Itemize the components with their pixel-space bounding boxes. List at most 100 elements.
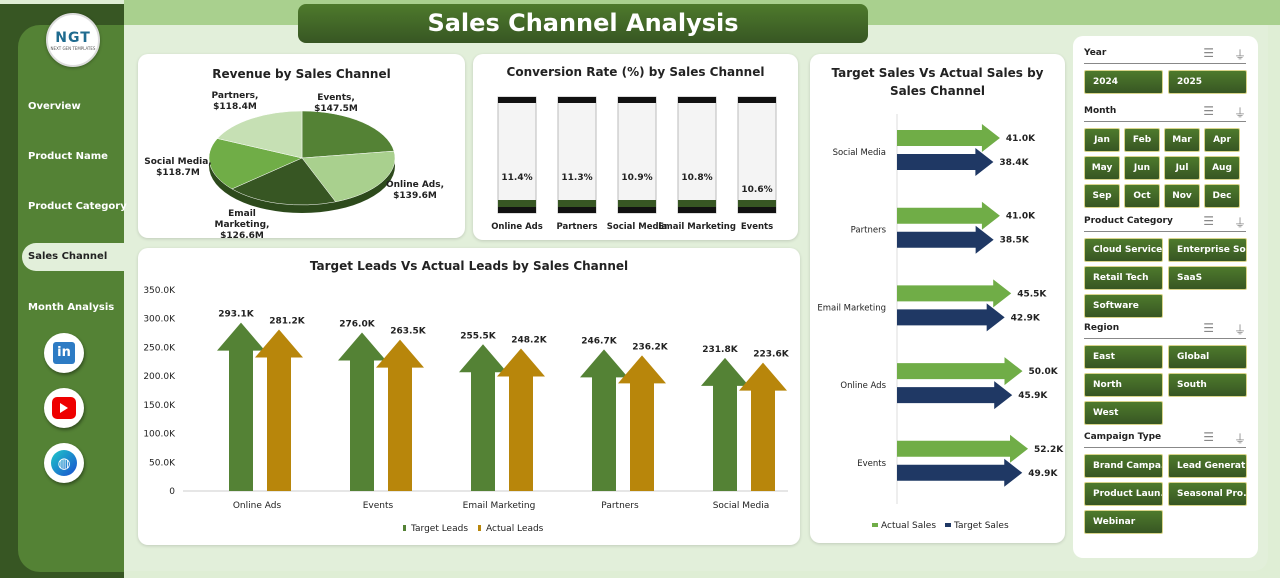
chart-title: Target Leads Vs Actual Leads by Sales Ch…: [309, 259, 629, 273]
cylinder-track: [677, 96, 717, 214]
actual-sales-arrow: [897, 201, 1000, 230]
target-sales-arrow: [897, 303, 1005, 332]
youtube-icon[interactable]: [44, 388, 84, 428]
slicer-title: Region: [1084, 323, 1120, 333]
cylinder-cap: [498, 97, 536, 103]
y-tick-label: 0: [169, 487, 175, 497]
slicer-item[interactable]: Oct: [1124, 184, 1160, 208]
slicer-item[interactable]: Product Laun...: [1084, 482, 1163, 506]
nav-overview[interactable]: Overview: [28, 101, 81, 112]
pie-data-label: Events, $147.5M: [314, 93, 358, 114]
chart-title: Conversion Rate (%) by Sales Channel: [506, 65, 765, 79]
slicer-item[interactable]: Enterprise So...: [1168, 238, 1247, 262]
y-tick-label: 300.0K: [143, 315, 176, 325]
slicer-item[interactable]: Software: [1084, 294, 1163, 318]
linkedin-icon[interactable]: in: [44, 333, 84, 373]
clear-filter-icon[interactable]: ⏚: [1233, 216, 1246, 230]
data-label: 50.0K: [1029, 367, 1059, 377]
x-tick-label: Partners: [601, 501, 639, 511]
multi-select-icon[interactable]: ☰: [1203, 46, 1214, 60]
nav-product-category[interactable]: Product Category: [28, 201, 127, 212]
legend-marker: [403, 525, 406, 531]
cylinder-track: [617, 96, 657, 214]
conversion-bar: [738, 200, 776, 207]
slicer-item[interactable]: Webinar: [1084, 510, 1163, 534]
conversion-chart: 11.4% Online Ads 11.3% Partners 10.9% Social …: [491, 96, 777, 232]
page-title: Sales Channel Analysis: [298, 4, 868, 43]
slicer-item[interactable]: South: [1168, 373, 1247, 397]
nav-month-analysis[interactable]: Month Analysis: [28, 302, 115, 313]
slicer-item[interactable]: Sep: [1084, 184, 1120, 208]
slicer-header-product-category: Product Category ☰ ⏚: [1084, 214, 1246, 232]
actual-sales-arrow: [897, 279, 1012, 308]
conversion-bar: [678, 200, 716, 207]
category-label: Online Ads: [491, 222, 543, 232]
actual-leads-arrow: [739, 362, 787, 491]
slicer-item[interactable]: Apr: [1204, 128, 1240, 152]
pie-data-label: Online Ads, $139.6M: [386, 180, 444, 201]
conversion-bar: [498, 200, 536, 207]
data-label: 45.5K: [1017, 289, 1047, 299]
slicer-item[interactable]: Brand Campa...: [1084, 454, 1163, 478]
data-label: 263.5K: [390, 327, 426, 337]
conversion-bar: [618, 200, 656, 207]
slicer-item[interactable]: Cloud Service: [1084, 238, 1163, 262]
multi-select-icon[interactable]: ☰: [1203, 104, 1214, 118]
multi-select-icon[interactable]: ☰: [1203, 430, 1214, 444]
slicer-item[interactable]: Feb: [1124, 128, 1160, 152]
clear-filter-icon[interactable]: ⏚: [1233, 106, 1246, 120]
slicer-item[interactable]: Dec: [1204, 184, 1240, 208]
clear-filter-icon[interactable]: ⏚: [1233, 48, 1246, 62]
slicer-item[interactable]: Jan: [1084, 128, 1120, 152]
target-leads-arrow: [580, 349, 628, 491]
y-tick-label: 350.0K: [143, 286, 176, 296]
slicer-item[interactable]: Jun: [1124, 156, 1160, 180]
slicer-item[interactable]: Seasonal Pro...: [1168, 482, 1247, 506]
nav-sales-channel[interactable]: Sales Channel: [22, 243, 126, 271]
legend-label: Target Sales: [953, 521, 1009, 531]
slicer-item[interactable]: 2024: [1084, 70, 1163, 94]
slicer-item[interactable]: West: [1084, 401, 1163, 425]
category-label: Partners: [556, 222, 597, 232]
multi-select-icon[interactable]: ☰: [1203, 214, 1214, 228]
cylinder-track: [737, 96, 777, 214]
slicer-item[interactable]: North: [1084, 373, 1163, 397]
slicer-item[interactable]: Nov: [1164, 184, 1200, 208]
target-sales-arrow: [897, 458, 1023, 487]
slicer-item[interactable]: Global: [1168, 345, 1247, 369]
slicer-item[interactable]: Lead Generat...: [1168, 454, 1247, 478]
slicer-item[interactable]: East: [1084, 345, 1163, 369]
globe-icon[interactable]: ◍: [44, 443, 84, 483]
actual-leads-arrow: [497, 348, 545, 491]
slicer-item[interactable]: SaaS: [1168, 266, 1247, 290]
slicer-title: Campaign Type: [1084, 432, 1162, 442]
target-sales-arrow: [897, 225, 994, 254]
slicer-item[interactable]: 2025: [1168, 70, 1247, 94]
category-label: Events: [857, 459, 886, 469]
category-label: Email Marketing: [658, 222, 736, 232]
nav-product-name[interactable]: Product Name: [28, 151, 108, 162]
conversion-value: 10.8%: [681, 173, 712, 183]
category-label: Events: [741, 222, 773, 232]
slicer-item[interactable]: Aug: [1204, 156, 1240, 180]
multi-select-icon[interactable]: ☰: [1203, 321, 1214, 335]
data-label: 41.0K: [1006, 134, 1036, 144]
legend-marker: [945, 523, 951, 527]
slicer-item[interactable]: Mar: [1164, 128, 1200, 152]
target-sales-arrow: [897, 148, 994, 176]
pie-data-label: Social Media, $118.7M: [144, 157, 211, 178]
clear-filter-icon[interactable]: ⏚: [1233, 323, 1246, 337]
slicer-item[interactable]: Jul: [1164, 156, 1200, 180]
slicer-item[interactable]: May: [1084, 156, 1120, 180]
cylinder-base: [498, 207, 536, 213]
legend-label: Actual Leads: [486, 524, 544, 534]
y-tick-label: 150.0K: [143, 401, 176, 411]
clear-filter-icon[interactable]: ⏚: [1233, 432, 1246, 446]
slicer-item[interactable]: Retail Tech: [1084, 266, 1163, 290]
cylinder-cap: [558, 97, 596, 103]
slicer-title: Month: [1084, 106, 1117, 116]
data-label: 246.7K: [581, 336, 617, 346]
cylinder-track: [497, 96, 537, 214]
data-label: 45.9K: [1018, 391, 1048, 401]
data-label: 41.0K: [1006, 212, 1036, 222]
